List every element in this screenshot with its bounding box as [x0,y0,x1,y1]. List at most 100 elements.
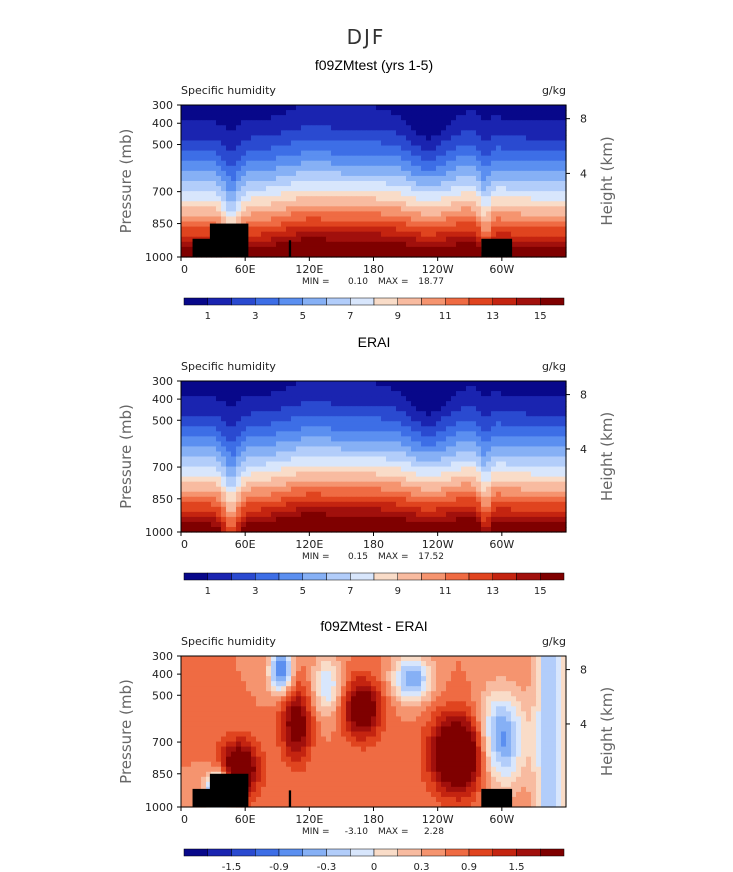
field-cell [416,406,422,412]
field-cell [336,110,342,116]
field-cell [366,110,372,116]
field-cell [436,501,442,508]
field-cell [256,406,262,412]
field-cell [546,381,552,387]
field-cell [216,656,222,662]
field-cell [286,186,292,192]
field-cell [221,140,227,147]
field-cell [561,221,567,228]
field-cell [471,160,477,167]
field-cell [451,416,457,422]
field-cell [191,196,197,202]
field-cell [461,391,467,397]
field-cell [386,451,392,458]
field-cell [291,426,297,432]
field-cell [386,471,392,478]
field-cell [366,135,372,142]
field-cell [426,396,432,402]
field-cell [251,401,257,407]
field-cell [436,521,442,528]
field-cell [401,105,407,111]
field-cell [316,521,322,528]
field-cell [376,165,382,172]
field-cell [301,125,307,131]
field-cell [326,386,332,392]
field-cell [181,486,187,493]
field-cell [316,191,322,197]
field-cell [426,165,432,172]
field-cell [181,426,187,432]
panel-title: f09ZMtest - ERAI [320,618,427,634]
field-cell [506,471,512,478]
field-cell [196,206,202,212]
field-cell [266,241,272,248]
field-cell [306,155,312,162]
field-cell [471,206,477,212]
field-cell [366,231,372,238]
field-cell [541,416,547,422]
field-cell [236,661,242,667]
field-cell [271,386,277,392]
field-cell [401,206,407,212]
field-cell [331,411,337,417]
field-cell [416,401,422,407]
field-cell [466,506,472,513]
field-cell [211,511,217,518]
field-cell [316,486,322,493]
field-cell [311,160,317,167]
field-cell [241,396,247,402]
field-cell [466,186,472,192]
field-cell [201,391,207,397]
field-cell [321,466,327,473]
field-cell [206,165,212,172]
field-cell [366,251,372,258]
field-cell [376,105,382,111]
field-cell [271,461,277,468]
field-cell [281,516,287,523]
field-cell [441,211,447,218]
field-cell [191,426,197,432]
field-cell [491,130,497,136]
field-cell [306,186,312,192]
field-cell [346,516,352,523]
stat-min-value: 0.15 [348,552,368,562]
field-cell [196,486,202,493]
field-cell [506,110,512,116]
field-cell [541,125,547,131]
field-cell [451,661,457,667]
field-cell [381,226,387,233]
field-cell [211,461,217,468]
field-cell [406,421,412,427]
field-cell [561,511,567,518]
field-cell [326,130,332,136]
field-cell [181,241,187,248]
field-cell [311,241,317,248]
field-cell [431,386,437,392]
field-cell [521,496,527,503]
field-cell [276,165,282,172]
field-cell [546,416,552,422]
field-cell [261,481,267,488]
field-cell [276,105,282,111]
field-cell [236,426,242,432]
field-cell [406,155,412,162]
field-cell [396,175,402,182]
field-cell [201,211,207,218]
field-cell [506,406,512,412]
field-cell [276,115,282,121]
field-cell [256,216,262,223]
field-cell [236,201,242,207]
field-cell [356,191,362,197]
field-cell [506,381,512,387]
field-cell [561,476,567,483]
field-cell [471,496,477,503]
field-cell [261,661,267,667]
field-cell [436,110,442,116]
field-cell [361,160,367,167]
field-cell [206,441,212,448]
field-cell [321,206,327,212]
field-cell [381,186,387,192]
field-cell [481,221,487,228]
field-cell [506,115,512,121]
field-cell [321,391,327,397]
